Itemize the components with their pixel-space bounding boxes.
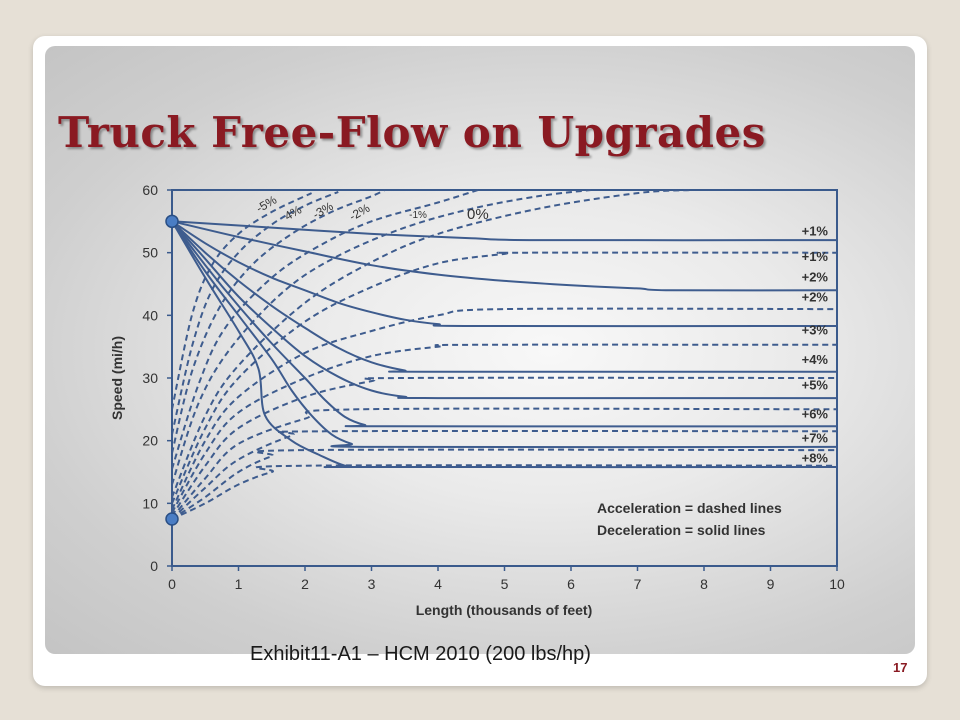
deceleration-curve-5 [171,220,838,428]
grade-label: 4% [282,202,304,223]
acceleration-curve-2 [171,189,386,454]
page-number: 17 [893,660,908,675]
x-tick-label: 7 [634,576,642,592]
deceleration-curve-2 [171,220,838,328]
start-point-marker [165,512,179,526]
grade-label: +2% [802,290,829,305]
legend-deceleration: Deceleration = solid lines [597,522,766,538]
curves-layer [171,189,838,520]
x-tick-label: 2 [301,576,309,592]
deceleration-curve-1 [171,220,838,292]
grade-label: +4% [802,352,829,367]
acceleration-curve-10 [171,407,838,519]
deceleration-curve-7 [171,220,838,469]
slide-panel [45,46,915,654]
y-tick-label: 10 [142,495,158,511]
x-tick-label: 9 [767,576,775,592]
grade-label: 0% [467,206,489,223]
start-points-layer [165,214,179,526]
y-tick-label: 60 [142,182,158,198]
deceleration-curve-6 [171,220,838,449]
y-axis-label: Speed (mi/h) [109,336,125,420]
acceleration-curve-6 [171,251,838,504]
exhibit-caption: Exhibit11-A1 – HCM 2010 (200 lbs/hp) [250,643,591,665]
x-tick-label: 6 [567,576,575,592]
acceleration-curve-4 [171,189,592,485]
acceleration-curve-12 [171,448,838,520]
acceleration-curve-13 [171,464,838,520]
y-tick-label: 20 [142,433,158,449]
legend-acceleration: Acceleration = dashed lines [597,500,782,516]
grade-label: +1% [802,249,829,264]
x-axis-label: Length (thousands of feet) [416,602,593,618]
x-tick-label: 8 [700,576,708,592]
grade-label: +8% [802,451,829,466]
grade-label: -5% [254,193,280,216]
x-tick-label: 4 [434,576,442,592]
grade-label: +6% [802,407,829,422]
grade-label: -1% [409,210,427,221]
curve-labels-layer: +1%+1%+2%+2%+3%+4%+5%+6%+7%+8%-5% 4% -3% -2… [254,193,829,466]
deceleration-curve-0 [171,220,838,242]
acceleration-curve-7 [171,307,838,511]
x-tick-label: 1 [235,576,243,592]
grade-label: +3% [802,323,829,338]
acceleration-curve-3 [171,189,479,470]
x-tick-label: 3 [368,576,376,592]
acceleration-curve-0 [171,192,313,410]
acceleration-curve-8 [171,343,838,514]
x-tick-label: 10 [829,576,845,592]
y-tick-label: 0 [150,558,158,574]
y-tick-label: 50 [142,245,158,261]
x-tick-label: 0 [168,576,176,592]
slide-title: Truck Free-Flow on Upgrades [58,108,766,157]
grade-label: +1% [802,224,829,239]
start-point-marker [165,214,179,229]
acceleration-curve-9 [171,376,838,517]
deceleration-curve-3 [171,220,838,373]
grade-label: -3% [310,199,336,222]
x-tick-label: 5 [501,576,509,592]
y-tick-label: 30 [142,370,158,386]
grade-label: +7% [802,431,829,446]
grade-label: +2% [802,269,829,284]
ticks-layer: 0 1 2 3 4 5 6 7 8 9 10 0 10 20 30 40 50 60 [142,182,845,592]
acceleration-curve-11 [171,429,838,520]
grade-label: +5% [802,377,829,392]
acceleration-curve-1 [171,190,339,435]
y-tick-label: 40 [142,307,158,323]
deceleration-curve-4 [171,220,838,400]
